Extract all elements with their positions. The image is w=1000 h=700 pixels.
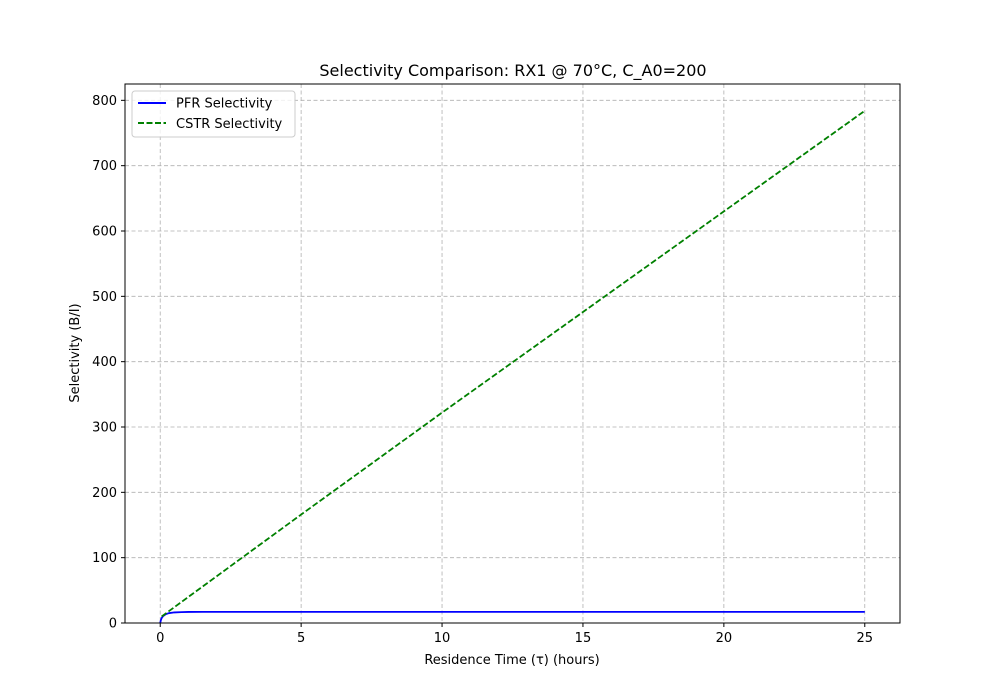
legend: PFR Selectivity CSTR Selectivity bbox=[131, 90, 296, 138]
y-tick-label: 600 bbox=[92, 225, 117, 240]
legend-label-pfr: PFR Selectivity bbox=[176, 97, 273, 112]
chart-title: Selectivity Comparison: RX1 @ 70°C, C_A0… bbox=[319, 61, 706, 81]
x-tick-label: 10 bbox=[434, 631, 451, 646]
y-tick-label: 400 bbox=[92, 355, 117, 370]
y-tick-label: 700 bbox=[92, 159, 117, 174]
y-tick-label: 100 bbox=[92, 551, 117, 566]
series-line-pfr-selectivity bbox=[159, 610, 865, 624]
series-line-cstr-selectivity bbox=[161, 110, 866, 618]
x-axis-title: Residence Time (τ) (hours) bbox=[424, 653, 599, 668]
y-tick-label: 0 bbox=[109, 617, 117, 632]
series-layer bbox=[159, 110, 866, 624]
x-tick-label: 15 bbox=[575, 631, 592, 646]
legend-label-cstr: CSTR Selectivity bbox=[176, 117, 283, 132]
y-tick-label: 300 bbox=[92, 421, 117, 436]
x-tick-label: 0 bbox=[156, 631, 164, 646]
y-tick-label: 500 bbox=[92, 290, 117, 305]
y-tick-label: 800 bbox=[92, 94, 117, 109]
plot-area bbox=[124, 83, 901, 624]
x-tick-label: 20 bbox=[716, 631, 733, 646]
y-axis-title: Selectivity (B/I) bbox=[68, 303, 83, 402]
tick-layer: 0 5 10 15 20 25 0 100 200 300 400 500 600 700 800 bbox=[92, 94, 873, 646]
grid bbox=[125, 84, 900, 624]
legend-box bbox=[131, 90, 296, 138]
x-tick-label: 5 bbox=[297, 631, 305, 646]
y-tick-label: 200 bbox=[92, 486, 117, 501]
x-tick-label: 25 bbox=[856, 631, 873, 646]
